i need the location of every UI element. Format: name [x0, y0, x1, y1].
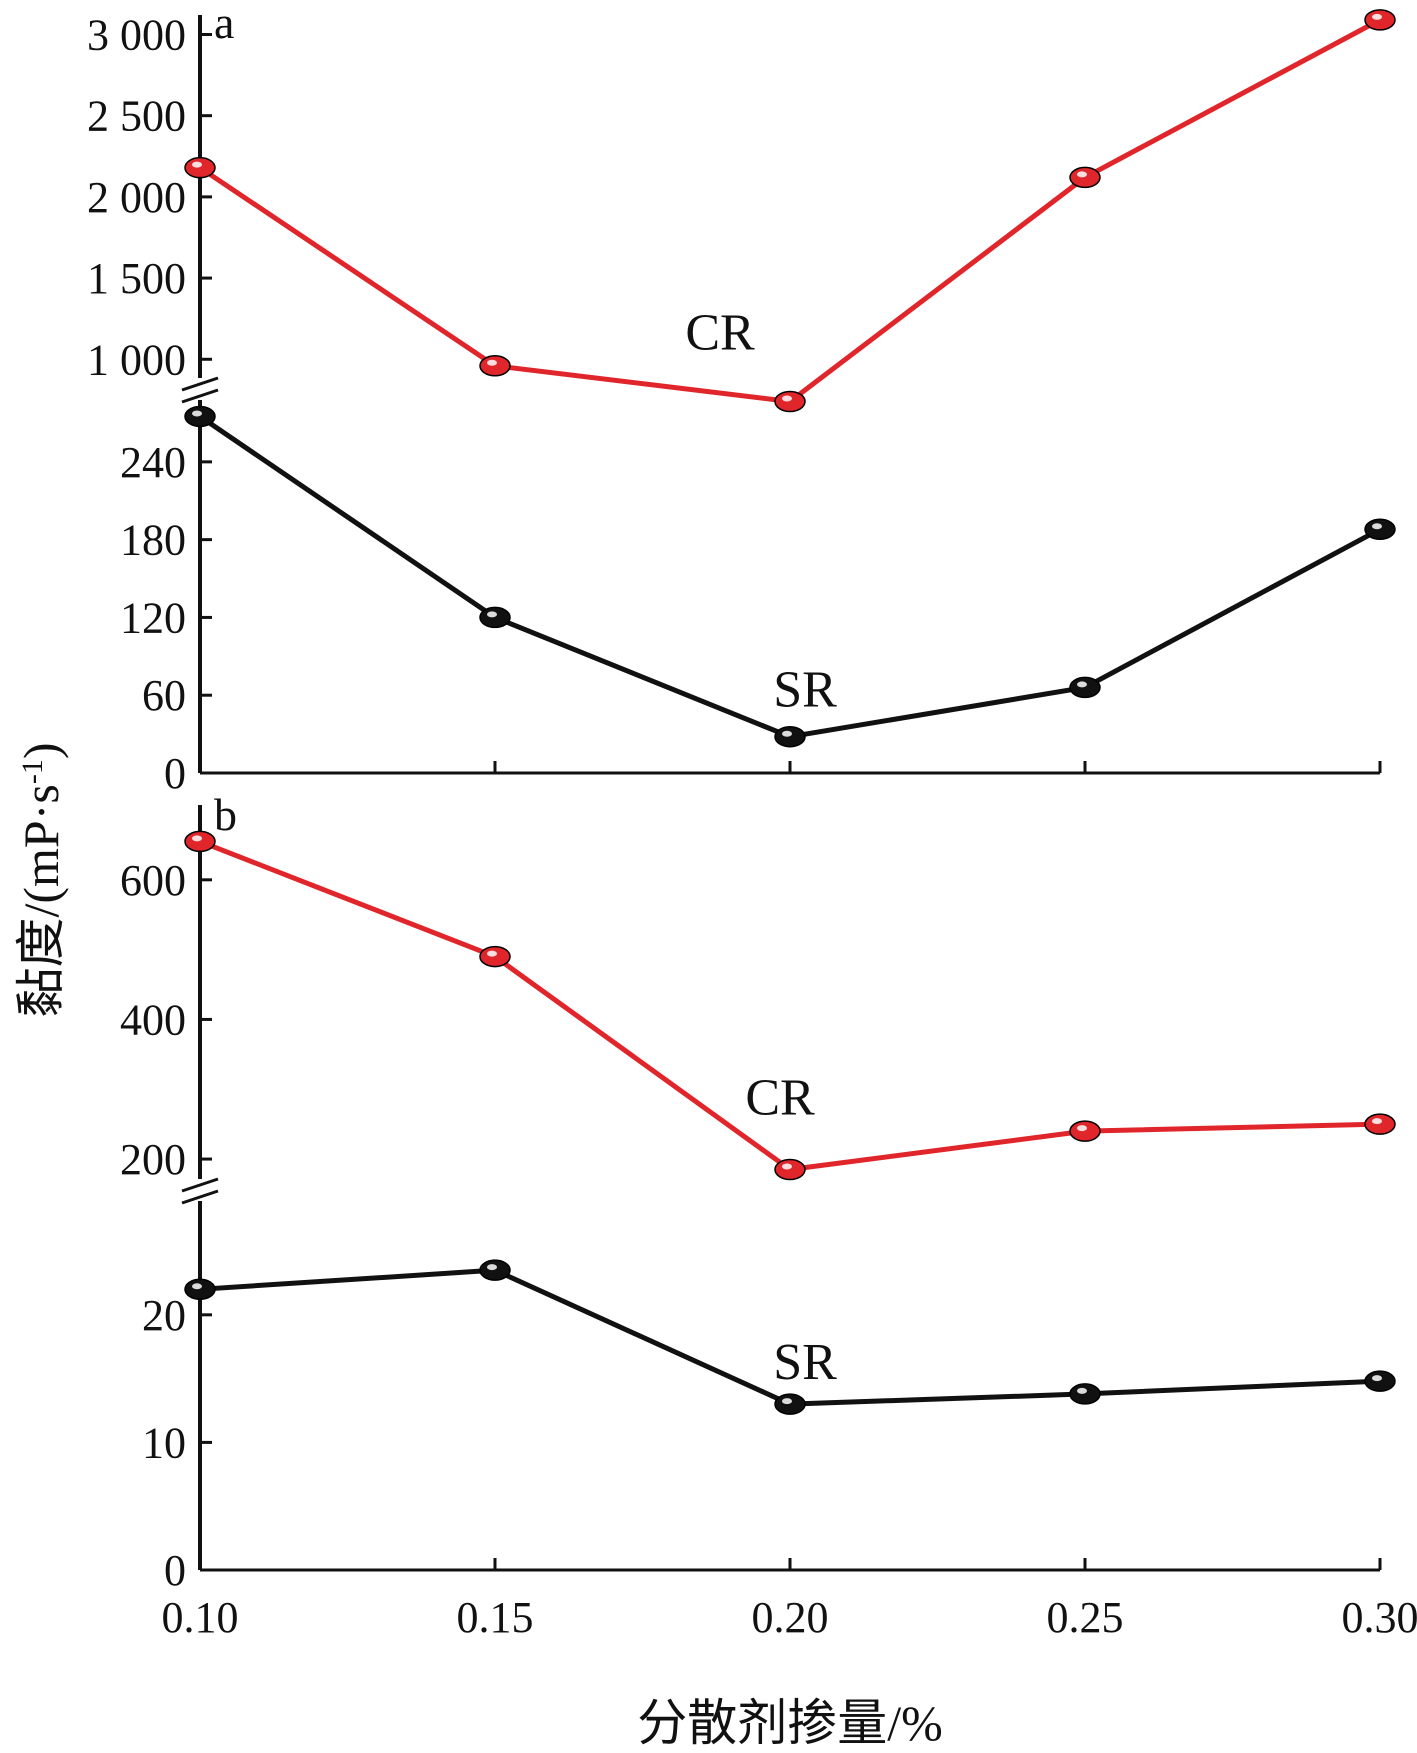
data-point-sr	[774, 725, 806, 748]
x-tick-label: 0.25	[1047, 1593, 1124, 1642]
data-point-highlight	[1077, 1125, 1087, 1132]
data-point-highlight	[487, 611, 497, 618]
y-tick-label: 2 000	[87, 173, 186, 222]
data-point-sr	[184, 1278, 216, 1301]
y-tick-label: 3 000	[87, 10, 186, 59]
x-tick-label: 0.10	[162, 1593, 239, 1642]
series-label-sr: SR	[773, 662, 837, 719]
panel-label: a	[214, 0, 234, 48]
data-point-highlight	[1372, 1118, 1382, 1125]
data-point-cr	[184, 830, 216, 853]
data-point-highlight	[192, 161, 202, 168]
data-point-highlight	[1372, 1375, 1382, 1382]
data-point-sr	[1364, 518, 1396, 541]
data-point-cr	[774, 1158, 806, 1181]
data-point-cr	[479, 355, 511, 377]
data-point-cr	[1069, 166, 1101, 189]
series-label-cr: CR	[745, 1070, 815, 1127]
x-axis-title: 分散剂掺量/%	[637, 1695, 943, 1751]
y-tick-label: 200	[120, 1135, 186, 1184]
y-tick-label: 10	[142, 1418, 186, 1467]
y-tick-label: 400	[120, 995, 186, 1044]
data-point-highlight	[782, 1398, 792, 1405]
y-tick-label: 60	[142, 671, 186, 720]
data-point-highlight	[782, 730, 792, 737]
data-point-highlight	[1372, 523, 1382, 530]
data-point-cr	[184, 156, 216, 179]
axis-break-mark	[181, 1189, 219, 1205]
y-axis-title-close: )	[13, 742, 69, 759]
data-point-cr	[1364, 1113, 1396, 1135]
data-point-highlight	[782, 395, 792, 402]
y-axis-title-main: 黏度/(mP·s	[13, 784, 69, 1017]
data-point-highlight	[487, 359, 497, 366]
y-tick-label: 0	[164, 1546, 186, 1595]
data-point-highlight	[192, 835, 202, 842]
y-axis-title: 黏度/(mP·s-1)	[13, 742, 69, 1017]
data-point-highlight	[782, 1163, 792, 1170]
data-point-sr	[1069, 676, 1101, 699]
data-point-cr	[774, 390, 806, 413]
y-tick-label: 120	[120, 593, 186, 642]
y-tick-label: 1 500	[87, 254, 186, 303]
data-point-highlight	[1077, 681, 1087, 688]
data-point-highlight	[1077, 171, 1087, 178]
axis-break-mark	[181, 376, 219, 392]
data-point-sr	[479, 606, 511, 629]
data-point-highlight	[487, 1264, 497, 1271]
y-tick-label: 600	[120, 856, 186, 905]
data-point-highlight	[487, 950, 497, 957]
x-tick-label: 0.30	[1342, 1593, 1417, 1642]
y-tick-label: 240	[120, 438, 186, 487]
y-tick-label: 0	[164, 749, 186, 798]
data-point-sr	[1069, 1383, 1101, 1405]
axis-break-mark	[181, 388, 219, 404]
data-point-sr	[1364, 1370, 1396, 1392]
data-point-sr	[774, 1393, 806, 1415]
data-point-highlight	[1372, 13, 1382, 20]
y-tick-label: 20	[142, 1291, 186, 1340]
series-label-cr: CR	[685, 304, 755, 361]
data-point-cr	[1069, 1120, 1101, 1142]
data-point-highlight	[192, 1283, 202, 1290]
y-axis-title-exponent: -1	[16, 759, 49, 784]
data-point-highlight	[1077, 1387, 1087, 1394]
y-tick-label: 2 500	[87, 92, 186, 141]
data-point-highlight	[192, 410, 202, 417]
x-tick-label: 0.15	[457, 1593, 534, 1642]
series-label-sr: SR	[773, 1334, 837, 1391]
y-tick-label: 1 000	[87, 335, 186, 384]
x-tick-label: 0.20	[752, 1593, 829, 1642]
axis-break-mark	[181, 1177, 219, 1193]
y-tick-label: 180	[120, 516, 186, 565]
panel-label: b	[214, 789, 237, 840]
series-line-cr	[198, 17, 1382, 404]
data-point-sr	[479, 1259, 511, 1281]
data-point-cr	[479, 945, 511, 968]
data-point-sr	[184, 405, 216, 428]
data-point-cr	[1364, 9, 1396, 31]
